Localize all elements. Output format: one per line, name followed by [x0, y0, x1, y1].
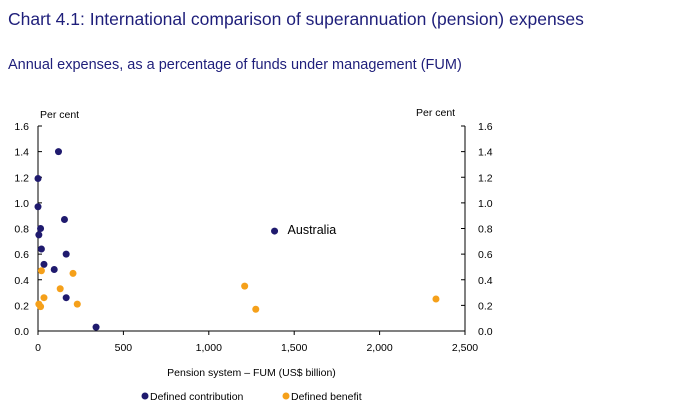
x-axis-label: Pension system – FUM (US$ billion) — [167, 367, 336, 379]
dc-point — [34, 203, 42, 211]
dc-point — [35, 231, 43, 239]
x-tick-label: 2,500 — [452, 342, 478, 354]
db-point — [241, 282, 249, 290]
y-tick-label-right: 1.4 — [478, 147, 493, 159]
y-tick-label-right: 1.2 — [478, 172, 493, 184]
legend-label: Defined benefit — [291, 391, 362, 403]
y-tick-label-left: 0.4 — [14, 275, 29, 287]
db-point — [37, 303, 45, 311]
db-point — [37, 267, 45, 275]
chart-annotations: Australia — [288, 223, 337, 237]
x-tick-label: 2,000 — [366, 342, 392, 354]
y-tick-label-left: 0.0 — [14, 326, 29, 338]
x-tick-label: 500 — [115, 342, 133, 354]
y-tick-label-right: 0.2 — [478, 300, 493, 312]
db-point — [73, 300, 81, 308]
x-tick-label: 1,500 — [281, 342, 307, 354]
y-tick-label-right: 1.0 — [478, 198, 493, 210]
db-point — [69, 269, 77, 277]
y-tick-label-right: 0.8 — [478, 224, 493, 236]
y-tick-label-right: 0.6 — [478, 249, 493, 261]
y-tick-label-left: 0.8 — [14, 224, 29, 236]
dc-point — [62, 250, 70, 258]
db-point — [40, 294, 48, 302]
legend-marker — [141, 392, 149, 400]
x-tick-label: 0 — [35, 342, 41, 354]
chart-title: Chart 4.1: International comparison of s… — [8, 9, 584, 29]
db-point — [252, 305, 260, 313]
y-tick-label-right: 0.0 — [478, 326, 493, 338]
dc-point — [54, 148, 62, 156]
y-tick-label-left: 1.2 — [14, 172, 29, 184]
dc-point — [50, 266, 58, 273]
y-tick-label-left: 0.6 — [14, 249, 29, 261]
y-tick-label-left: 1.6 — [14, 121, 29, 133]
chart-points — [34, 148, 440, 331]
y-tick-label-left: 1.4 — [14, 147, 29, 159]
annotation-label: Australia — [288, 223, 337, 237]
y-tick-label-right: 0.4 — [478, 275, 493, 287]
chart-subtitle: Annual expenses, as a percentage of fund… — [8, 57, 462, 73]
legend-label: Defined contribution — [150, 391, 244, 403]
db-point — [432, 295, 440, 303]
x-tick-label: 1,000 — [196, 342, 222, 354]
y-tick-label-left: 1.0 — [14, 198, 29, 210]
y-tick-label-left: 0.2 — [14, 300, 29, 312]
dc-point — [37, 245, 45, 253]
y-tick-label-right: 1.6 — [478, 121, 493, 133]
dc-point — [34, 175, 42, 183]
db-point — [56, 285, 64, 293]
dc-point — [60, 216, 68, 224]
y-axis-unit-left: Per cent — [40, 109, 79, 121]
chart-axes: 0.0 0.0 0.2 0.2 0.4 0.4 0.6 0.6 0.8 0.8 1.0 1.0 1.2 1… — [14, 107, 492, 379]
dc-point — [271, 227, 279, 235]
dc-point — [92, 323, 100, 331]
chart-legend: Defined contribution Defined benefit — [141, 391, 362, 403]
y-axis-unit-right: Per cent — [416, 107, 455, 119]
dc-point — [40, 260, 48, 268]
legend-marker — [282, 392, 290, 400]
dc-point — [37, 225, 45, 232]
dc-point — [62, 294, 70, 302]
